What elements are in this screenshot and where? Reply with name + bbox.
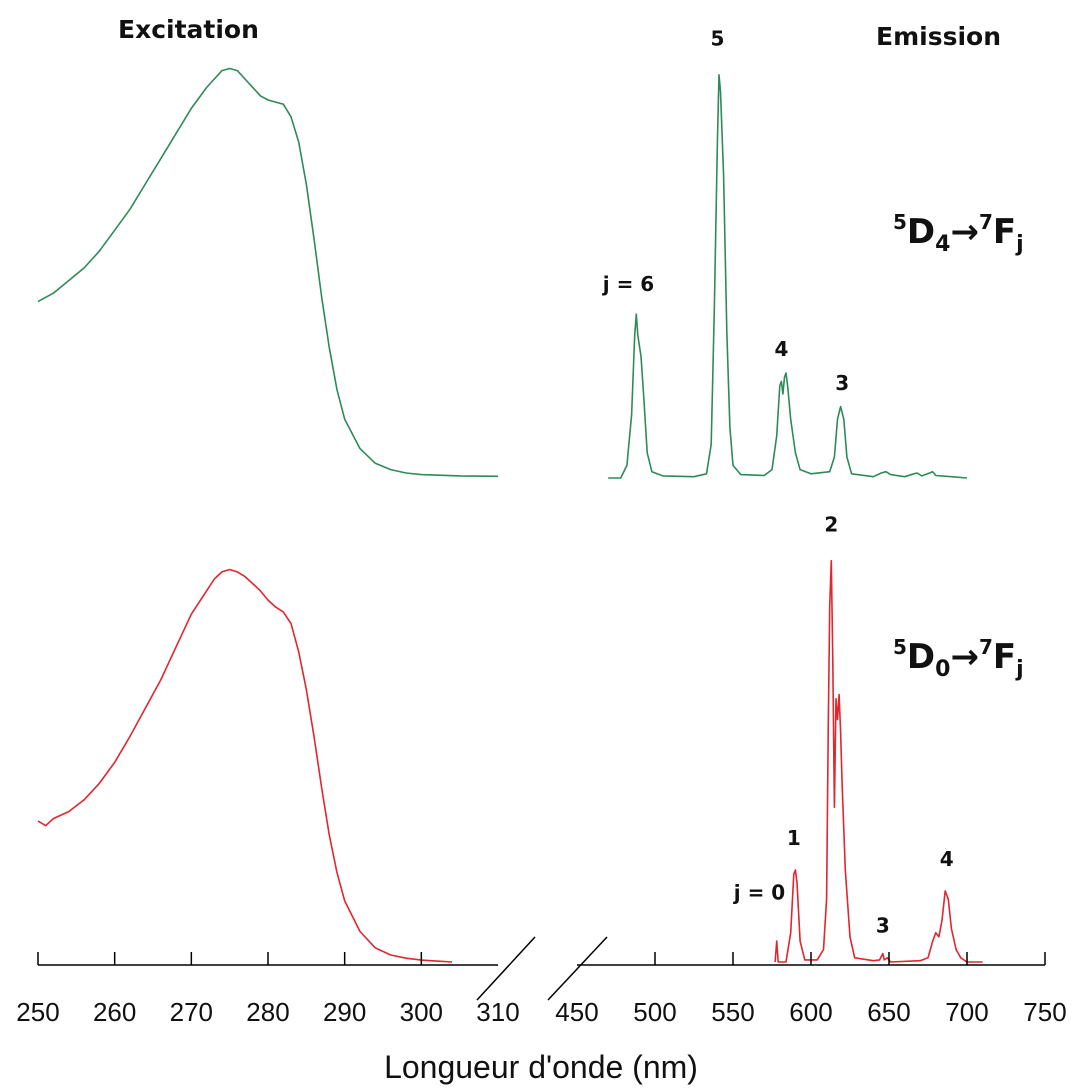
transition-label-top: 5D4→7Fj xyxy=(893,210,1024,257)
x-axis-title: Longueur d'onde (nm) xyxy=(384,1049,698,1085)
x-tick-label-left-4: 290 xyxy=(323,997,366,1027)
emission-curve-top xyxy=(608,74,968,479)
x-tick-label-right-5: 700 xyxy=(945,997,988,1027)
axis-break-mark-right xyxy=(547,936,608,1001)
x-tick-label-left-2: 270 xyxy=(170,997,213,1027)
emission-header: Emission xyxy=(876,22,1001,51)
peak-label-top-3: 3 xyxy=(835,371,849,395)
peak-label-top-1: 5 xyxy=(710,26,724,50)
x-tick-label-right-2: 550 xyxy=(711,997,754,1027)
curves-layer xyxy=(37,67,983,963)
peak-label-bottom-4: 4 xyxy=(940,847,954,871)
peak-label-bottom-1: 1 xyxy=(787,826,801,850)
x-tick-label-left-5: 300 xyxy=(400,997,443,1027)
axis-break-mark-left xyxy=(476,936,536,1001)
x-tick-label-left-0: 250 xyxy=(16,997,59,1027)
peak-label-top-0: j = 6 xyxy=(602,272,654,296)
x-tick-label-right-6: 750 xyxy=(1023,997,1066,1027)
excitation-curve-top xyxy=(37,67,499,478)
peak-label-bottom-2: 2 xyxy=(824,513,838,537)
x-tick-label-left-3: 280 xyxy=(246,997,289,1027)
x-tick-label-left-1: 260 xyxy=(93,997,136,1027)
x-tick-label-right-0: 450 xyxy=(555,997,598,1027)
x-tick-label-right-1: 500 xyxy=(633,997,676,1027)
peak-label-top-2: 4 xyxy=(774,337,788,361)
x-ticks-layer: 250 260 270 280 290 300 310 450 500 550 600 650 700 7… xyxy=(16,952,1067,1027)
excitation-header: Excitation xyxy=(118,15,259,44)
peak-labels-layer: j = 6 5 4 3 j = 0 1 2 3 4 xyxy=(602,26,954,937)
excitation-curve-bottom xyxy=(37,568,453,963)
transition-label-bottom: 5D0→7Fj xyxy=(893,635,1024,682)
peak-label-bottom-3: 3 xyxy=(876,914,890,938)
x-tick-label-right-3: 600 xyxy=(789,997,832,1027)
emission-curve-bottom xyxy=(774,559,983,963)
x-tick-label-left-6: 310 xyxy=(476,997,519,1027)
x-tick-label-right-4: 650 xyxy=(867,997,910,1027)
peak-label-bottom-0: j = 0 xyxy=(733,880,785,904)
